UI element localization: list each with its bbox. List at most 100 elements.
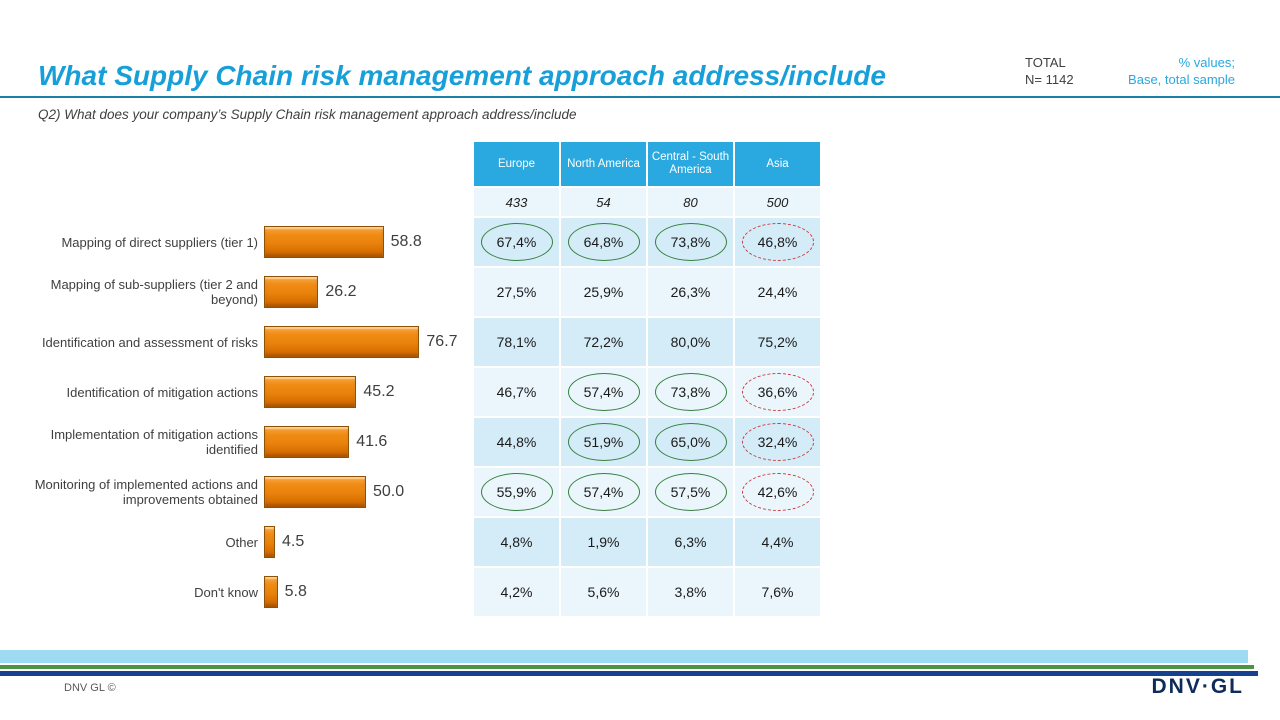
bar-value: 58.8 [390, 233, 422, 250]
table-cell: 4,8% [474, 518, 559, 566]
table-cell: 27,5% [474, 268, 559, 316]
column-header-north-america: North America [561, 142, 646, 186]
bar-dont-know [264, 576, 278, 608]
table-cell: 25,9% [561, 268, 646, 316]
category-label: Don't know [194, 584, 258, 600]
bar-chart: Mapping of direct suppliers (tier 1) 58.… [30, 217, 474, 617]
footer-stripe-green [0, 665, 1254, 669]
note-line-2: Base, total sample [1128, 72, 1235, 87]
bar-value: 5.8 [284, 583, 307, 600]
category-label: Implementation of mitigation actions ide… [50, 427, 258, 457]
dnv-gl-logo: DNV·GL [1151, 675, 1244, 698]
bar-row: Other 4.5 [30, 517, 474, 567]
pct-value: 75,2% [757, 334, 798, 350]
table-cell: 73,8% [648, 368, 733, 416]
table-cell: 1,9% [561, 518, 646, 566]
copyright-text: DNV GL © [64, 682, 116, 694]
pct-value: 51,9% [567, 423, 640, 461]
title-divider [0, 96, 1280, 98]
base-n-asia: 500 [735, 188, 820, 216]
table-cell: 72,2% [561, 318, 646, 366]
pct-value: 32,4% [741, 423, 814, 461]
pct-value: 42,6% [741, 473, 814, 511]
table-cell: 7,6% [735, 568, 820, 616]
bar-value: 76.7 [426, 333, 458, 350]
values-note-block: % values; Base, total sample [1128, 54, 1235, 88]
table-cell: 64,8% [561, 218, 646, 266]
category-label: Monitoring of implemented actions and im… [34, 477, 258, 507]
table-cell: 55,9% [474, 468, 559, 516]
table-cell: 42,6% [735, 468, 820, 516]
page-title: What Supply Chain risk management approa… [38, 60, 886, 91]
footer-stripe-lightblue [0, 650, 1248, 663]
bar-value: 26.2 [325, 283, 357, 300]
question-subtitle: Q2) What does your company’s Supply Chai… [38, 107, 577, 122]
pct-value: 26,3% [670, 284, 711, 300]
table-cell: 46,8% [735, 218, 820, 266]
total-n: N= 1142 [1025, 72, 1074, 87]
table-cell: 73,8% [648, 218, 733, 266]
category-label: Mapping of direct suppliers (tier 1) [61, 234, 258, 250]
table-cell: 51,9% [561, 418, 646, 466]
bar-mapping-direct-suppliers [264, 226, 384, 258]
bar-other [264, 526, 275, 558]
base-n-central-south-america: 80 [648, 188, 733, 216]
bar-identification-mitigation-actions [264, 376, 357, 408]
pct-value: 24,4% [757, 284, 798, 300]
pct-value: 73,8% [654, 223, 727, 261]
table-cell: 5,6% [561, 568, 646, 616]
table-cell: 57,4% [561, 368, 646, 416]
bar-row: Identification and assessment of risks 7… [30, 317, 474, 367]
bar-value: 50.0 [373, 483, 405, 500]
bar-monitoring-implemented-actions [264, 476, 366, 508]
base-n-north-america: 54 [561, 188, 646, 216]
pct-value: 36,6% [741, 373, 814, 411]
column-header-asia: Asia [735, 142, 820, 186]
pct-value: 25,9% [583, 284, 624, 300]
table-cell: 6,3% [648, 518, 733, 566]
bar-row: Mapping of sub-suppliers (tier 2 and bey… [30, 267, 474, 317]
pct-value: 46,7% [496, 384, 537, 400]
pct-value: 7,6% [761, 584, 794, 600]
table-cell: 65,0% [648, 418, 733, 466]
table-cell: 24,4% [735, 268, 820, 316]
pct-value: 1,9% [587, 534, 620, 550]
bar-mapping-sub-suppliers [264, 276, 319, 308]
pct-value: 67,4% [480, 223, 553, 261]
table-cell: 75,2% [735, 318, 820, 366]
bar-row: Don't know 5.8 [30, 567, 474, 617]
table-cell: 80,0% [648, 318, 733, 366]
pct-value: 80,0% [670, 334, 711, 350]
pct-value: 4,8% [500, 534, 533, 550]
pct-value: 72,2% [583, 334, 624, 350]
pct-value: 27,5% [496, 284, 537, 300]
category-label: Mapping of sub-suppliers (tier 2 and bey… [50, 277, 258, 307]
category-label: Identification of mitigation actions [66, 384, 259, 400]
pct-value: 4,2% [500, 584, 533, 600]
pct-value: 73,8% [654, 373, 727, 411]
total-sample-block: TOTAL N= 1142 [1025, 54, 1074, 88]
pct-value: 3,8% [674, 584, 707, 600]
bar-row: Implementation of mitigation actions ide… [30, 417, 474, 467]
bar-value: 4.5 [282, 533, 305, 550]
pct-value: 5,6% [587, 584, 620, 600]
pct-value: 6,3% [674, 534, 707, 550]
region-table: Europe North America Central - South Ame… [474, 142, 820, 616]
total-label: TOTAL [1025, 55, 1066, 70]
table-cell: 3,8% [648, 568, 733, 616]
pct-value: 55,9% [480, 473, 553, 511]
pct-value: 78,1% [496, 334, 537, 350]
table-cell: 4,4% [735, 518, 820, 566]
bar-row: Identification of mitigation actions 45.… [30, 367, 474, 417]
table-cell: 32,4% [735, 418, 820, 466]
bar-implementation-mitigation-actions [264, 426, 350, 458]
pct-value: 46,8% [741, 223, 814, 261]
column-header-central-south-america: Central - South America [648, 142, 733, 186]
table-cell: 36,6% [735, 368, 820, 416]
pct-value: 65,0% [654, 423, 727, 461]
bar-identification-assessment-risks [264, 326, 420, 358]
category-label: Identification and assessment of risks [41, 334, 258, 350]
table-cell: 57,4% [561, 468, 646, 516]
bar-row: Mapping of direct suppliers (tier 1) 58.… [30, 217, 474, 267]
